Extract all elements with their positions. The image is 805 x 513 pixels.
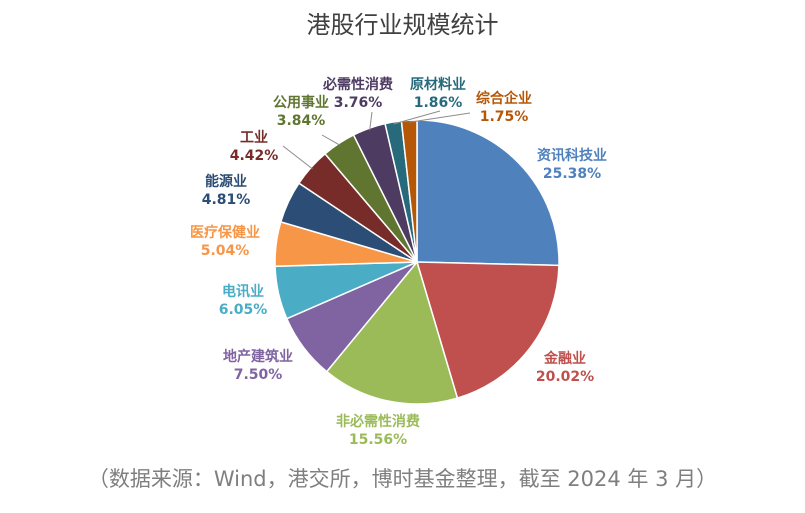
pie-slice	[400, 119, 418, 263]
leader-line	[369, 111, 373, 131]
chart-title: 港股行业规模统计	[306, 11, 499, 39]
pie-slice	[416, 119, 560, 267]
slice-label-value: 4.42%	[230, 148, 279, 164]
slice-label-value: 4.81%	[202, 192, 251, 208]
slice-label-value: 3.84%	[277, 113, 326, 129]
slice-label-value: 3.76%	[334, 95, 383, 111]
slice-label-name: 综合企业	[476, 90, 532, 107]
leader-line	[393, 110, 441, 125]
slice-label-name: 工业	[240, 130, 268, 146]
slice-label-value: 25.38%	[543, 166, 601, 182]
leader-lines	[282, 110, 471, 170]
slice-label-value: 6.05%	[219, 302, 268, 318]
leader-line	[282, 145, 313, 170]
slice-label-value: 15.56%	[349, 432, 407, 448]
slice-label-value: 5.04%	[201, 243, 250, 259]
leader-line	[321, 134, 341, 146]
slice-label-name: 金融业	[543, 350, 586, 367]
slice-label-value: 20.02%	[536, 369, 594, 385]
slice-label-name: 非必需性消费	[336, 413, 420, 430]
slice-label-value: 1.86%	[414, 95, 463, 111]
pie-slice	[415, 261, 560, 400]
slice-label-value: 7.50%	[234, 367, 283, 383]
leader-line	[409, 112, 471, 123]
slice-label-name: 必需性消费	[322, 76, 393, 93]
slice-label-name: 地产建筑业	[223, 348, 293, 365]
slice-label-name: 资讯科技业	[537, 147, 607, 164]
source-note: （数据来源：Wind，港交所，博时基金整理，截至 2024 年 3 月）	[87, 467, 718, 491]
pie-slice	[325, 260, 459, 405]
slice-label-name: 原材料业	[410, 76, 466, 93]
slice-label-name: 能源业	[205, 173, 247, 190]
slice-label-value: 1.75%	[480, 109, 529, 125]
slice-labels: 资讯科技业 25.38% 金融业 20.02% 非必需性消费 15.56% 地产建筑业 7.5…	[190, 76, 607, 448]
slice-label-name: 电讯业	[222, 283, 264, 300]
slice-label-name: 医疗保健业	[190, 224, 260, 241]
pie-slices	[274, 119, 560, 405]
slice-label-name: 公用事业	[273, 94, 329, 111]
